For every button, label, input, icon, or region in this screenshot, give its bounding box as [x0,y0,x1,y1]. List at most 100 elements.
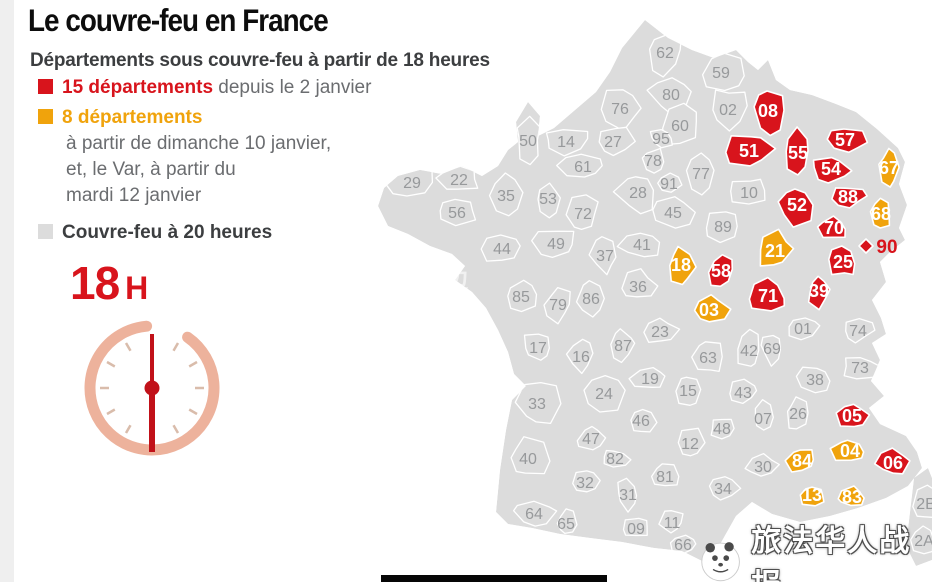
orange-swatch-icon [38,109,53,124]
dept-label-52: 52 [787,195,807,215]
dept-label-83: 83 [842,487,862,507]
dept-label-07: 07 [754,411,772,428]
dept-59 [701,52,745,92]
dept-label-64: 64 [525,506,543,523]
dept-label-42: 42 [740,343,758,360]
dept-label-12: 12 [681,436,699,453]
dept-87 [610,328,636,364]
map-landmass [378,20,932,566]
dept-21 [759,228,795,267]
dept-91 [657,172,683,193]
dept-label-15: 15 [679,383,697,400]
dept-label-69: 69 [763,341,781,358]
dept-54 [812,156,853,184]
legend-orange-label: 8 départements [62,107,203,128]
dept-52 [777,188,814,228]
dept-06 [873,447,911,475]
dept-03 [693,293,732,323]
dept-53 [537,182,561,219]
dept-label-87: 87 [614,338,632,355]
dept-17 [523,333,550,361]
dept-label-74: 74 [849,323,867,340]
watermark-bottom-right-text: 旅法华人战报 [751,525,912,582]
dept-label-72: 72 [574,206,592,223]
dept-2A [909,525,932,555]
dept-label-90: 90 [876,237,897,258]
dept-label-59: 59 [712,65,730,82]
dept-label-76: 76 [611,101,629,118]
dept-label-56: 56 [448,205,466,222]
dept-66 [669,534,697,554]
dept-73 [843,357,882,380]
dept-label-67: 67 [879,158,899,178]
dept-77 [685,152,715,196]
curfew-hour-number: 18 [70,257,120,309]
dept-64 [512,500,558,527]
dept-label-37: 37 [596,248,614,265]
dept-label-46: 46 [632,413,650,430]
curfew-hour-suffix: H [125,270,149,306]
dept-label-70: 70 [824,218,844,238]
dept-label-09: 09 [627,521,645,538]
dept-95 [649,128,673,149]
dept-26 [786,396,809,430]
dept-label-47: 47 [582,431,600,448]
dept-14 [545,129,589,157]
dept-label-33: 33 [528,396,546,413]
dept-74 [845,317,876,344]
dept-48 [710,418,735,440]
dept-label-24: 24 [595,386,613,403]
dept-78 [641,147,665,174]
dept-81 [650,463,680,487]
dept-65 [556,508,578,535]
dept-label-86: 86 [582,291,600,308]
dept-45 [652,196,696,229]
dept-label-84: 84 [792,451,812,471]
dept-71 [748,276,786,312]
dept-86 [575,280,605,318]
watermark-center: 海那边 Hinabian [390,268,471,320]
legend-gray-row: Couvre-feu à 20 heures [38,222,272,244]
curfew-hour-label: 18 H [70,256,148,310]
dept-61 [556,153,603,178]
legend-orange-line3: mardi 12 janvier [66,185,202,206]
dept-label-25: 25 [833,252,853,272]
credits: LP/INFOGRAPHIE. 09/01/2021. SOURCES : MI… [35,550,414,582]
dept-label-62: 62 [656,45,674,62]
dept-label-79: 79 [549,297,567,314]
dept-label-08: 08 [758,101,778,121]
dept-label-03: 03 [699,300,719,320]
dept-label-48: 48 [713,421,731,438]
watermark-bottom-right: 旅法华人战报 [698,516,932,582]
dept-label-58: 58 [711,261,731,281]
dept-01 [788,317,821,341]
dept-27 [598,126,636,157]
clock-icon [84,320,220,456]
dept-label-31: 31 [619,487,637,504]
dept-51 [724,135,777,167]
dept-43 [729,378,758,405]
dept-label-38: 38 [806,372,824,389]
dept-label-2A: 2A [914,533,932,550]
dept-label-10: 10 [740,185,758,202]
dept-50 [516,115,541,166]
dept-16 [565,338,594,375]
watermark-center-en: Hinabian [390,297,458,316]
dept-12 [677,427,706,457]
dept-76 [600,89,642,132]
dept-18 [668,245,697,286]
dept-68 [869,197,891,229]
left-edge-strip [0,0,14,582]
dept-10 [730,178,766,205]
dept-11 [658,510,684,534]
clock-center-dot [144,380,160,396]
black-bar [381,575,607,582]
legend-gray-label: Couvre-feu à 20 heures [62,222,273,243]
dept-69 [760,334,782,367]
dept-label-55: 55 [788,143,808,163]
dept-label-40: 40 [519,451,537,468]
dept-88 [831,187,868,209]
dept-label-50: 50 [519,133,537,150]
dept-39 [807,275,831,311]
